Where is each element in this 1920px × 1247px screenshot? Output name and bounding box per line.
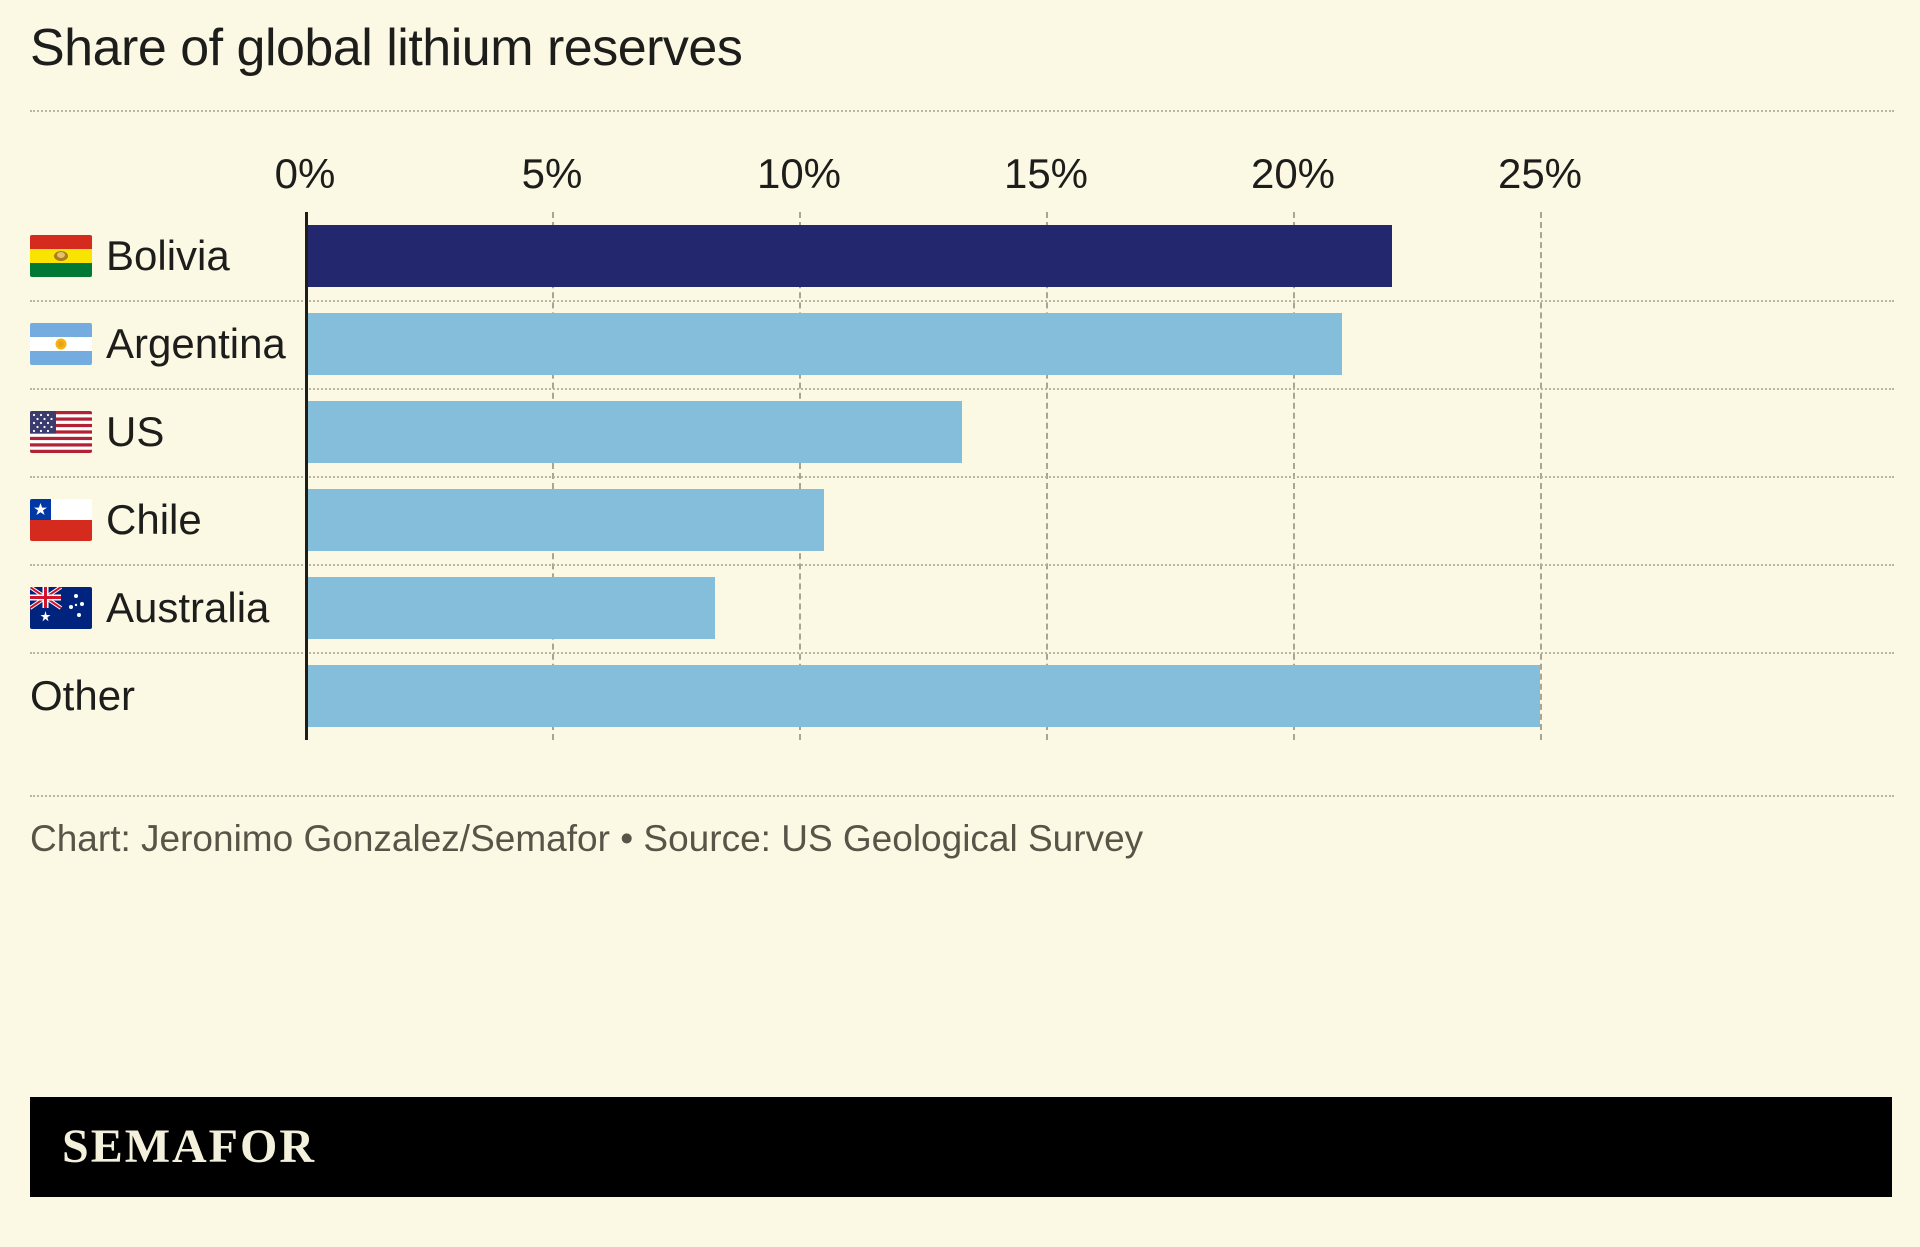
bar-row-label-group: Bolivia xyxy=(30,212,230,300)
bar-row-label-group: Other xyxy=(30,652,135,740)
bar-category-label: Australia xyxy=(106,584,270,631)
bar-row-label-group: Argentina xyxy=(30,300,286,388)
semafor-brand-bar: SEMAFOR xyxy=(30,1097,1892,1197)
divider-top xyxy=(30,110,1894,112)
bar-other xyxy=(305,665,1540,727)
bar-row-label-group: Australia xyxy=(30,564,269,652)
semafor-logo: SEMAFOR xyxy=(62,1120,316,1173)
x-tick-label: 25% xyxy=(1497,150,1583,197)
divider-bottom xyxy=(30,795,1894,797)
x-tick-label: 0% xyxy=(274,150,336,197)
bar-category-label: Argentina xyxy=(106,320,286,367)
x-tick-label: 10% xyxy=(756,150,842,197)
bar-row: Chile xyxy=(0,476,1920,564)
bar-argentina xyxy=(305,313,1343,375)
x-tick-label: 20% xyxy=(1250,150,1336,197)
row-separator xyxy=(30,476,1894,478)
bar-us xyxy=(305,401,963,463)
bar-row: US xyxy=(0,388,1920,476)
x-axis-tick-labels: 0% 5% 10% 15% 20% 25% xyxy=(0,150,1920,208)
bar-australia xyxy=(305,577,716,639)
bar-chart-plot: 0% 5% 10% 15% 20% 25% Bolivia Argentina US Chile… xyxy=(0,150,1920,760)
row-separator xyxy=(30,300,1894,302)
bar-chile xyxy=(305,489,824,551)
bar-row-label-group: US xyxy=(30,388,164,476)
bar-category-label: US xyxy=(106,408,165,455)
bar-category-label: Chile xyxy=(106,496,202,543)
row-separator xyxy=(30,564,1894,566)
flag-australia-icon xyxy=(30,587,92,629)
flag-chile-icon xyxy=(30,499,92,541)
bar-row-label-group: Chile xyxy=(30,476,202,564)
row-separator xyxy=(30,388,1894,390)
flag-us-icon xyxy=(30,411,92,453)
chart-credit: Chart: Jeronimo Gonzalez/Semafor • Sourc… xyxy=(30,818,1144,859)
flag-bolivia-icon xyxy=(30,235,92,277)
chart-title: Share of global lithium reserves xyxy=(30,19,743,77)
flag-argentina-icon xyxy=(30,323,92,365)
x-tick-label: 5% xyxy=(521,150,583,197)
row-separator xyxy=(30,652,1894,654)
x-tick-label: 15% xyxy=(1003,150,1089,197)
bar-row: Australia xyxy=(0,564,1920,652)
bar-bolivia xyxy=(305,225,1392,287)
bar-row: Other xyxy=(0,652,1920,740)
bar-category-label: Other xyxy=(30,672,136,719)
bar-row: Argentina xyxy=(0,300,1920,388)
bar-row: Bolivia xyxy=(0,212,1920,300)
zero-axis-line xyxy=(305,212,308,740)
plot-grid-area: Bolivia Argentina US Chile Australia Other xyxy=(0,212,1920,740)
bar-category-label: Bolivia xyxy=(106,232,230,279)
